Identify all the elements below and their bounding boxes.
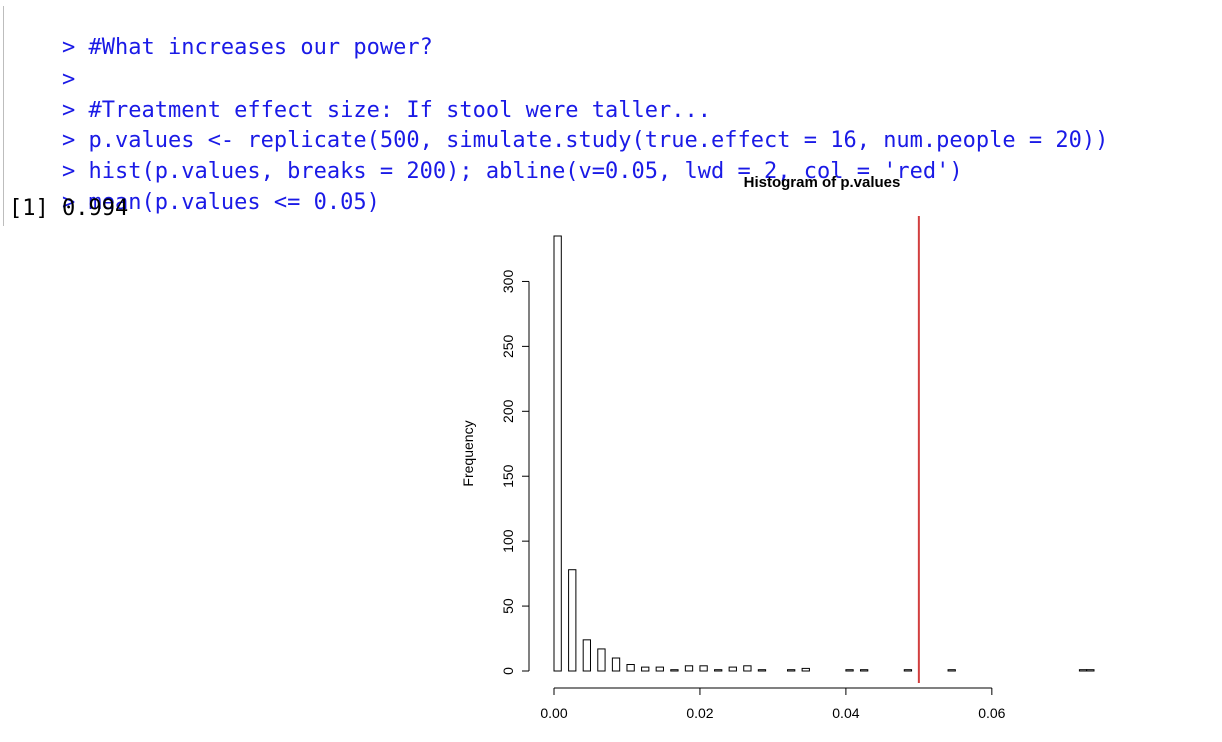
y-tick-label: 200 [500,399,516,423]
console-output: [1] 0.994 [9,196,129,221]
histogram-bar [611,657,621,672]
y-tick-label: 300 [500,270,516,294]
x-tick-label: 0.06 [978,705,1005,721]
histogram-bar [1086,669,1095,672]
histogram-bar [714,669,723,672]
console-line: > #Treatment effect size: If stool were … [9,72,711,150]
console-code: hist(p.values, breaks = 200); abline(v=0… [88,159,963,184]
x-tick-label: 0.00 [540,705,567,721]
console-line: > [9,41,88,119]
y-axis: 0 50 100 150 200 250 300 [500,270,530,675]
y-axis-label: Frequency [460,420,476,486]
histogram-bar [568,569,577,672]
console-code: p.values <- replicate(500, simulate.stud… [88,128,1109,153]
histogram-bars [553,235,1095,672]
histogram-bar [903,669,913,672]
console-prompt: > [61,128,76,153]
histogram-bar [626,664,635,672]
y-tick-label: 100 [500,529,516,553]
console-prompt: > [61,67,76,92]
x-axis: 0.00 0.02 0.04 0.06 [540,687,1006,721]
histogram-bar [655,666,664,672]
histogram-bar [743,665,752,672]
x-tick-label: 0.02 [686,705,713,721]
histogram-bar [801,667,810,672]
console-code: #What increases our power? [88,35,433,60]
histogram-bar [787,669,796,672]
console-line: > hist(p.values, breaks = 200); abline(v… [9,133,963,211]
console-prompt: > [61,190,76,215]
histogram-bar [684,665,694,672]
console-line: > #What increases our power? [9,9,433,87]
console-gutter [3,6,4,226]
histogram-bar [670,669,679,672]
histogram-plot: Histogram of p.values Frequency 0 50 100 15… [460,174,1095,721]
x-tick-label: 0.04 [832,705,859,721]
console-code: mean(p.values <= 0.05) [88,190,380,215]
console-line: > p.values <- replicate(500, simulate.st… [9,102,1108,180]
histogram-bar [699,665,708,672]
console-line: > mean(p.values <= 0.05) [9,164,380,242]
y-tick-label: 150 [500,464,516,488]
y-tick-label: 50 [500,598,516,614]
histogram-bar [597,648,606,672]
histogram-bar [582,639,591,672]
histogram-bar [553,235,562,672]
histogram-bar [947,669,956,672]
console-prompt: > [61,35,76,60]
console-prompt: > [61,98,76,123]
histogram-bar [859,669,869,672]
histogram-bar [728,666,737,672]
histogram-bar [757,669,767,672]
histogram-bar [1078,669,1088,672]
chart-title: Histogram of p.values [744,174,901,191]
histogram-bar [641,666,650,672]
console-code: #Treatment effect size: If stool were ta… [88,98,712,123]
histogram-bar [845,669,854,672]
console-prompt: > [61,159,76,184]
y-tick-label: 250 [500,334,516,358]
y-tick-label: 0 [500,667,516,675]
